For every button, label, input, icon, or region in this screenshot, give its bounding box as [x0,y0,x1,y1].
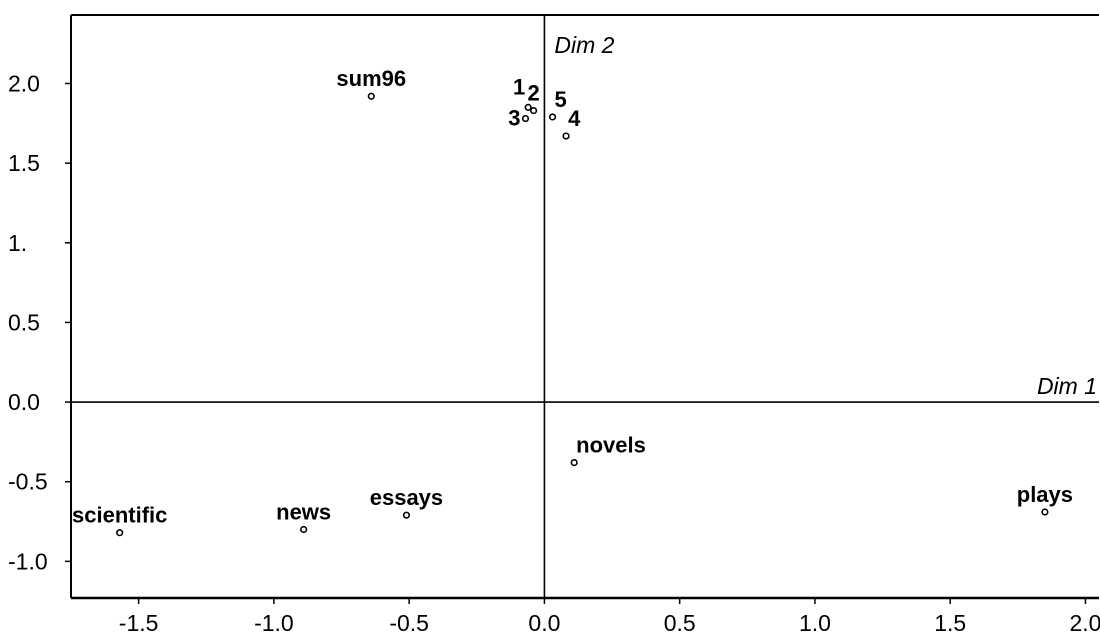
data-point [1041,508,1049,516]
data-point-label: novels [576,433,646,458]
x-tick-label: -1.5 [119,610,159,633]
data-point [300,525,308,534]
y-tick-label: 0.0 [8,389,40,415]
data-point [521,114,530,123]
plot-frame [70,14,1099,600]
data-point [529,106,538,115]
data-point [524,103,532,111]
data-point [548,113,557,121]
data-point-label: news [276,500,331,525]
data-point [116,529,124,537]
data-points: sum96 1 23 54 novels essays news scientific play… [72,66,1073,537]
y-tick-label: -0.5 [8,469,48,495]
data-point-label: 2 [527,81,539,106]
data-point [562,132,570,140]
data-point-label: 1 [513,74,525,99]
axis-lines [71,15,1099,598]
data-point [367,92,375,100]
x-axis-title: Dim 1 [1037,373,1097,399]
y-tick-label: 1.5 [8,150,40,176]
y-tick-label: 0.5 [8,309,40,335]
x-tick-label: 2.0 [1069,610,1100,633]
x-tick-label: -1.0 [254,610,294,633]
x-axis-ticks: -1.5 -1.0 -0.5 0.0 0.5 1.0 1.5 2.0 [119,598,1100,633]
y-tick-label: 2.0 [8,70,40,96]
data-point-label: plays [1017,482,1073,507]
x-tick-label: 1.5 [934,610,966,633]
y-tick-label: -1.0 [8,548,48,574]
data-point-label: essays [370,485,443,510]
data-point-label: 3 [508,106,520,131]
y-axis-ticks: 2.0 1.5 1. 0.5 0.0 -0.5 -1.0 [8,70,71,574]
data-point-label: 4 [568,106,581,131]
x-tick-label: -0.5 [389,610,429,633]
x-tick-label: 0.0 [528,610,560,633]
y-axis-title: Dim 2 [554,32,614,58]
x-tick-label: 1.0 [799,610,831,633]
data-point-label: 5 [555,87,567,112]
data-point [570,459,578,467]
data-point-label: sum96 [336,66,406,91]
x-tick-label: 0.5 [664,610,696,633]
data-point [402,511,411,519]
y-tick-label: 1. [8,230,27,256]
data-point-label: scientific [72,503,167,528]
